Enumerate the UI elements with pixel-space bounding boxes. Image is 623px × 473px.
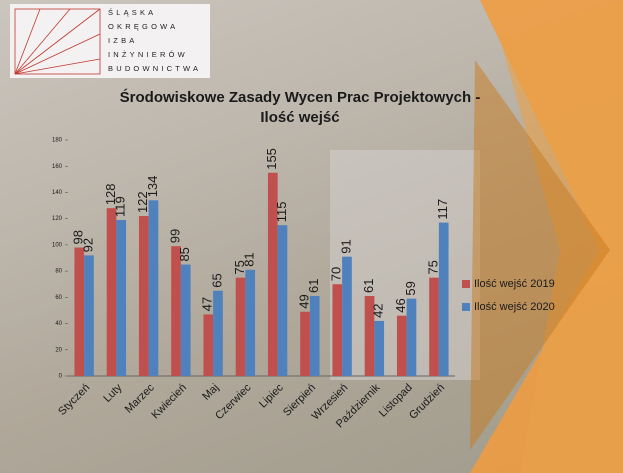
- data-label: 46: [393, 298, 408, 312]
- data-label: 81: [242, 252, 257, 266]
- data-label: 128: [103, 183, 118, 205]
- legend-swatch: [462, 280, 470, 288]
- data-label: 98: [71, 230, 86, 244]
- data-label: 134: [145, 176, 160, 198]
- data-label: 115: [274, 201, 289, 222]
- decor-arrow: [470, 60, 610, 450]
- data-label: 59: [403, 281, 418, 295]
- data-label: 155: [264, 148, 279, 170]
- data-label: 75: [425, 260, 440, 274]
- data-label: 61: [361, 279, 376, 293]
- data-label: 65: [209, 273, 224, 287]
- logo-text: IZBA: [108, 36, 138, 45]
- y-tick-label: 100: [52, 242, 63, 248]
- bar: [138, 216, 149, 376]
- bar: [235, 277, 246, 376]
- data-label: 85: [177, 247, 192, 261]
- bar: [148, 200, 159, 376]
- bar: [438, 222, 449, 376]
- y-tick-label: 120: [52, 216, 63, 222]
- logo-text: OKRĘGOWA: [108, 22, 179, 31]
- chart-title: Środowiskowe Zasady Wycen Prac Projektow…: [119, 89, 481, 126]
- legend-label: Ilość wejść 2020: [474, 301, 555, 313]
- bar: [406, 298, 417, 376]
- y-tick-label: 40: [55, 321, 62, 327]
- bar: [396, 315, 407, 376]
- data-label: 99: [167, 229, 182, 243]
- data-label: 122: [135, 191, 150, 213]
- logo: ŚLĄSKA OKRĘGOWA IZBA INŻYNIERÓW BUDOWNICTWA: [10, 4, 210, 78]
- data-label: 119: [113, 196, 128, 217]
- bar: [332, 284, 343, 376]
- y-tick-label: 80: [55, 269, 62, 275]
- data-label: 70: [329, 267, 344, 281]
- bar: [309, 296, 320, 376]
- bar: [277, 225, 288, 376]
- y-tick-label: 60: [55, 295, 62, 301]
- bar: [180, 264, 191, 376]
- logo-graphic: [14, 8, 101, 75]
- bar: [245, 269, 256, 376]
- bar: [116, 219, 127, 376]
- data-label: 75: [232, 260, 247, 274]
- bar: [74, 247, 85, 376]
- data-label: 117: [435, 199, 450, 220]
- bar: [267, 172, 278, 376]
- y-tick-label: 160: [52, 164, 63, 170]
- y-tick-label: 180: [52, 138, 63, 144]
- bar: [300, 311, 310, 376]
- logo-text: ŚLĄSKA: [108, 8, 157, 17]
- logo-text: BUDOWNICTWA: [108, 64, 202, 73]
- bar: [84, 255, 94, 376]
- logo-text: INŻYNIERÓW: [108, 50, 188, 59]
- bar: [106, 208, 117, 376]
- bar: [429, 277, 439, 376]
- bar: [213, 290, 223, 376]
- bar: [203, 314, 214, 376]
- data-label: 47: [200, 297, 215, 311]
- legend-label: Ilość wejść 2019: [474, 278, 555, 290]
- y-tick-label: 20: [55, 347, 62, 353]
- data-label: 92: [80, 238, 95, 252]
- data-label: 91: [338, 239, 353, 253]
- data-label: 61: [306, 279, 321, 293]
- bar: [374, 320, 385, 376]
- bar: [364, 296, 375, 376]
- data-label: 49: [296, 294, 311, 308]
- bar: [342, 256, 352, 376]
- y-tick-label: 140: [52, 190, 63, 196]
- data-label: 42: [371, 303, 386, 317]
- y-tick-label: 0: [59, 374, 63, 380]
- legend-swatch: [462, 303, 470, 311]
- bar: [171, 246, 181, 376]
